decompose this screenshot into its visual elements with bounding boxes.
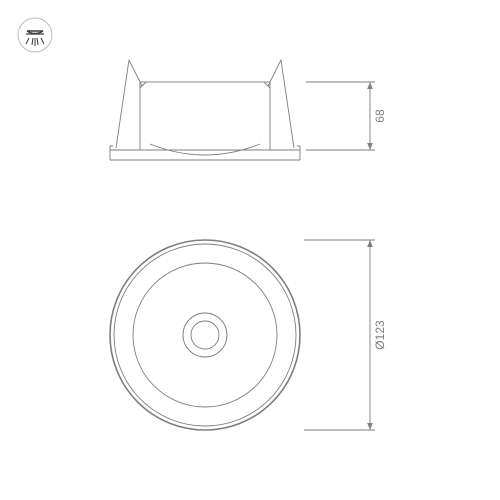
side-height-dimension: 68	[306, 82, 387, 150]
side-height-value: 68	[373, 109, 387, 123]
side-view: 68	[110, 60, 387, 160]
plan-view: Ø123	[110, 240, 387, 430]
plan-diameter-value: Ø123	[373, 320, 387, 350]
plan-diameter-dimension: Ø123	[304, 240, 387, 430]
technical-drawing: 68 Ø123	[0, 0, 500, 500]
